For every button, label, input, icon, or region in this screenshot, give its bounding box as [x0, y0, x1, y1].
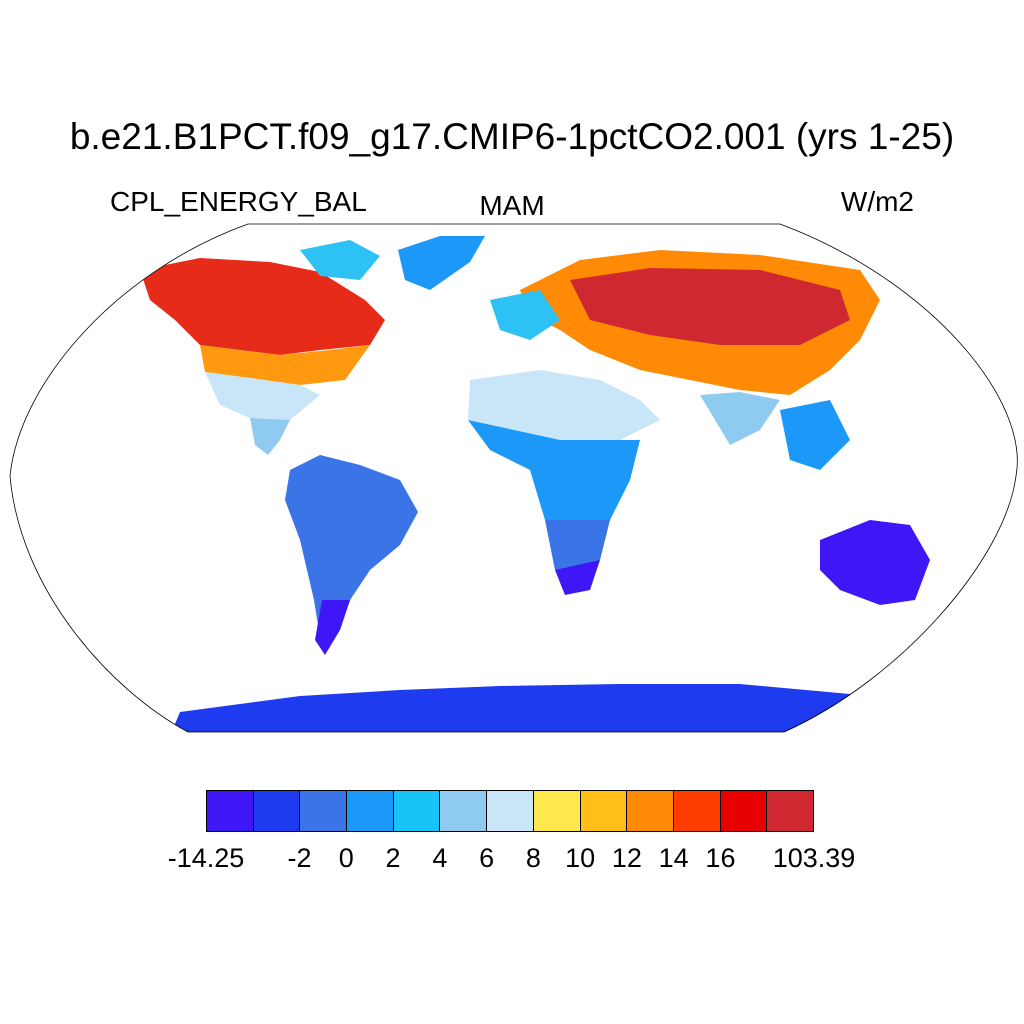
colorbar-box-3 — [347, 791, 394, 831]
units-label: W/m2 — [840, 186, 914, 217]
variable-label: CPL_ENERGY_BAL — [110, 186, 367, 217]
season-label: MAM — [479, 190, 545, 221]
colorbar-tick-label: 8 — [525, 843, 541, 873]
colorbar-box-12 — [767, 791, 813, 831]
colorbar-box-6 — [487, 791, 534, 831]
colorbar-box-0 — [207, 791, 254, 831]
colorbar-tick-label: -14.25 — [167, 843, 245, 873]
colorbar-tick-label: 10 — [565, 843, 596, 873]
map-boundary — [9, 223, 1018, 733]
colorbar-tick-label: 103.39 — [772, 843, 856, 873]
colorbar-box-11 — [720, 791, 768, 831]
colorbar-tick-label: 4 — [432, 843, 448, 873]
africa — [468, 370, 660, 595]
colorbar-tick-label: 0 — [338, 843, 354, 873]
colorbar-box-4 — [393, 791, 441, 831]
colorbar-tick-label: -2 — [287, 843, 312, 873]
plot-title: b.e21.B1PCT.f09_g17.CMIP6-1pctCO2.001 (y… — [69, 116, 955, 157]
colorbar-tick-label: 6 — [479, 843, 495, 873]
colorbar-box-9 — [627, 791, 674, 831]
colorbar-box-8 — [580, 791, 628, 831]
south-america — [285, 455, 418, 655]
colorbar-box-5 — [440, 791, 488, 831]
australia — [820, 520, 930, 605]
colorbar-tick-label: 2 — [385, 843, 401, 873]
colorbar — [206, 790, 814, 832]
colorbar-tick-label: 12 — [611, 843, 642, 873]
colorbar-box-2 — [300, 791, 348, 831]
colorbar-box-1 — [253, 791, 301, 831]
colorbar-tick-label: 16 — [705, 843, 736, 873]
colorbar-tick-label: 14 — [658, 843, 689, 873]
antarctica — [170, 684, 860, 732]
colorbar-box-10 — [673, 791, 721, 831]
eurasia — [490, 250, 880, 470]
colorbar-box-7 — [533, 791, 581, 831]
north-america — [140, 236, 485, 455]
